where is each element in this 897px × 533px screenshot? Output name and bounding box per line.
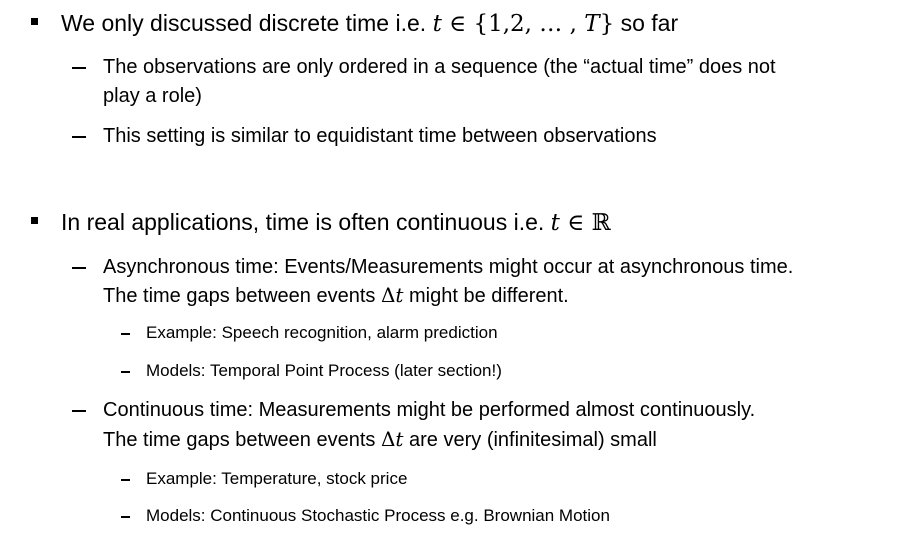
sub-2-2-line-1: Continuous time: Measurements might be p… [103,399,756,421]
sub-2-2-1-text: Example: Temperature, stock price [146,469,408,488]
sub-1-1-dash [72,67,86,69]
sub-2-1-line-2: The time gaps between events Δt might be… [103,283,569,307]
sub-2-1-line-1: Asynchronous time: Events/Measurements m… [103,256,794,278]
sub-2-2-line-2: The time gaps between events Δt are very… [103,427,657,451]
sub-2-2-1-dash [121,479,130,481]
sub-2-1-dash [72,267,86,269]
bullet-2-marker [31,217,38,224]
sub-2-1-1-dash [121,333,130,335]
bullet-1-text: We only discussed discrete time i.e. t ∈… [61,10,679,37]
sub-2-2-2-text: Models: Continuous Stochastic Process e.… [146,506,610,525]
sub-1-1-line-1: The observations are only ordered in a s… [103,56,776,78]
sub-2-2-2-dash [121,516,130,518]
bullet-1-marker [31,18,38,25]
sub-2-1-2-text: Models: Temporal Point Process (later se… [146,361,502,380]
sub-1-2-dash [72,136,86,138]
bullet-2-text: In real applications, time is often cont… [61,209,611,236]
sub-2-2-dash [72,410,86,412]
sub-2-1-2-dash [121,371,130,373]
sub-2-1-1-text: Example: Speech recognition, alarm predi… [146,323,498,342]
sub-1-2-line-1: This setting is similar to equidistant t… [103,125,657,147]
sub-1-1-line-2: play a role) [103,85,202,107]
